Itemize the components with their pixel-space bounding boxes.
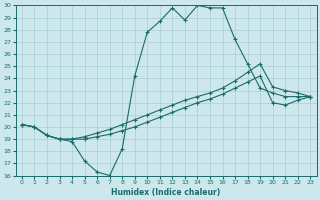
X-axis label: Humidex (Indice chaleur): Humidex (Indice chaleur) [111,188,221,197]
